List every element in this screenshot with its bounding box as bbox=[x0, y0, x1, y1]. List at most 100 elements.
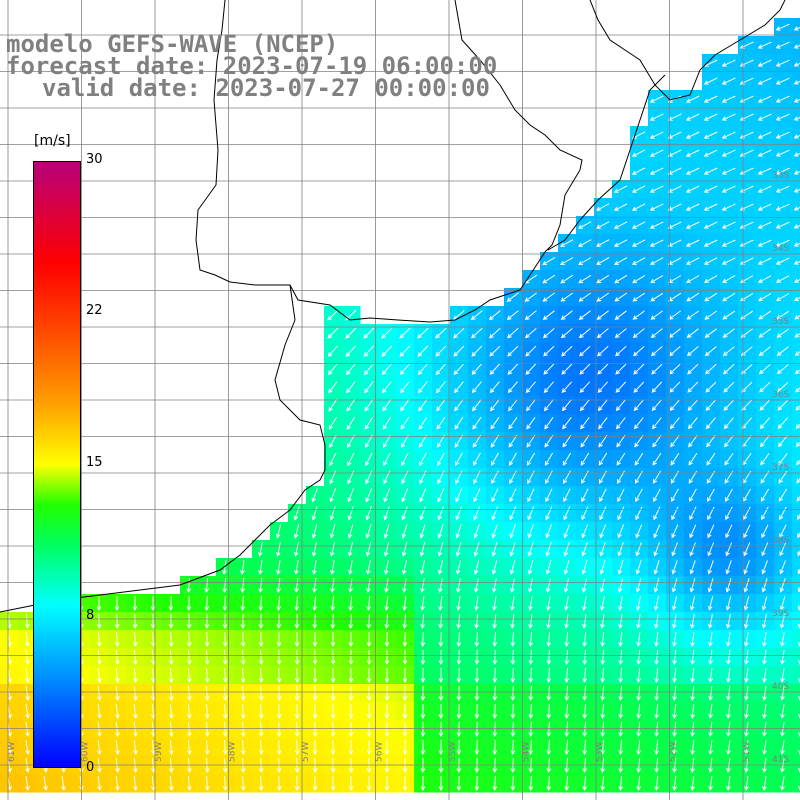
wind-arrow bbox=[690, 775, 695, 792]
wind-arrow bbox=[757, 203, 772, 211]
wind-arrow bbox=[508, 452, 517, 467]
wind-arrow bbox=[366, 721, 372, 738]
latitude-label: 40S bbox=[772, 682, 789, 692]
wind-arrow bbox=[687, 417, 698, 430]
wind-arrow bbox=[672, 632, 677, 647]
wind-arrow bbox=[222, 649, 228, 666]
wind-arrow bbox=[686, 346, 699, 357]
wind-arrow bbox=[596, 257, 610, 265]
wind-arrow bbox=[311, 524, 318, 539]
wind-arrow bbox=[618, 649, 624, 666]
wind-arrow bbox=[685, 257, 700, 265]
wind-arrow bbox=[491, 488, 499, 503]
wind-arrow bbox=[474, 703, 480, 720]
wind-arrow bbox=[595, 221, 610, 229]
wind-arrow bbox=[775, 185, 790, 193]
wind-arrow bbox=[704, 310, 718, 320]
wind-arrow bbox=[579, 381, 591, 393]
wind-arrow bbox=[600, 631, 605, 648]
wind-arrow bbox=[472, 399, 482, 412]
wind-arrow bbox=[546, 649, 552, 666]
wind-arrow bbox=[723, 381, 735, 393]
wind-arrow bbox=[546, 739, 552, 756]
wind-arrow bbox=[294, 739, 300, 756]
wind-arrow bbox=[312, 775, 318, 792]
wind-arrow bbox=[721, 59, 736, 67]
wind-arrow bbox=[685, 185, 700, 193]
wind-arrow bbox=[762, 704, 767, 719]
wind-arrow bbox=[471, 381, 482, 394]
wind-arrow bbox=[582, 775, 588, 792]
wind-arrow bbox=[510, 721, 516, 738]
wind-arrow bbox=[420, 631, 426, 648]
wind-arrow bbox=[651, 417, 662, 430]
wind-arrow bbox=[758, 346, 771, 357]
wind-arrow bbox=[654, 685, 659, 702]
wind-arrow bbox=[150, 595, 156, 612]
wind-cell bbox=[792, 468, 800, 487]
wind-arrow bbox=[669, 399, 680, 411]
wind-arrow bbox=[635, 560, 642, 575]
wind-arrow bbox=[615, 345, 627, 357]
wind-arrow bbox=[527, 542, 534, 557]
wind-arrow bbox=[725, 596, 732, 611]
wind-arrow bbox=[600, 739, 606, 756]
wind-arrow bbox=[775, 59, 790, 67]
wind-arrow bbox=[687, 363, 699, 375]
wind-arrow bbox=[743, 614, 749, 629]
wind-arrow bbox=[653, 596, 659, 611]
wind-arrow bbox=[348, 739, 354, 756]
wind-arrow bbox=[726, 722, 731, 737]
wind-arrow bbox=[510, 613, 515, 630]
wind-arrow bbox=[777, 399, 789, 411]
wind-arrow bbox=[312, 595, 318, 612]
wind-arrow bbox=[402, 613, 408, 630]
wind-arrow bbox=[527, 488, 535, 503]
wind-arrow bbox=[455, 560, 462, 575]
wind-arrow bbox=[438, 721, 444, 738]
wind-arrow bbox=[564, 614, 569, 629]
wind-arrow bbox=[474, 667, 480, 684]
wind-arrow bbox=[294, 775, 300, 792]
wind-arrow bbox=[562, 452, 572, 466]
wind-arrow bbox=[761, 614, 767, 629]
wind-arrow bbox=[635, 578, 642, 593]
wind-arrow bbox=[780, 632, 785, 647]
wind-arrow bbox=[312, 685, 318, 702]
wind-arrow bbox=[472, 434, 482, 448]
wind-arrow bbox=[687, 381, 699, 393]
wind-arrow bbox=[689, 560, 696, 575]
wind-arrow bbox=[636, 632, 641, 647]
wind-arrow bbox=[563, 506, 571, 521]
wind-arrow bbox=[420, 596, 425, 611]
wind-arrow bbox=[381, 345, 393, 357]
wind-arrow bbox=[671, 488, 679, 502]
wind-arrow bbox=[204, 703, 210, 720]
wind-arrow bbox=[795, 387, 800, 393]
wind-arrow bbox=[757, 131, 772, 139]
wind-arrow bbox=[402, 722, 408, 738]
wind-arrow bbox=[689, 596, 696, 611]
wind-arrow bbox=[455, 542, 462, 557]
wind-arrow bbox=[761, 578, 768, 593]
wind-arrow bbox=[115, 775, 120, 792]
wind-arrow bbox=[418, 381, 428, 394]
wind-arrow bbox=[419, 452, 427, 467]
wind-arrow bbox=[526, 417, 536, 430]
wind-arrow bbox=[578, 328, 591, 339]
wind-arrow bbox=[186, 667, 192, 684]
wind-arrow bbox=[456, 649, 462, 666]
wind-cell bbox=[792, 648, 800, 667]
wind-arrow bbox=[473, 524, 480, 539]
wind-arrow bbox=[435, 381, 446, 394]
wind-arrow bbox=[222, 560, 227, 575]
wind-arrow bbox=[222, 703, 228, 720]
wind-arrow bbox=[436, 399, 446, 412]
wind-arrow bbox=[96, 613, 102, 630]
wind-arrow bbox=[222, 685, 228, 702]
wind-cell bbox=[792, 432, 800, 451]
wind-arrow bbox=[685, 203, 700, 211]
wind-arrow bbox=[617, 506, 625, 521]
wind-arrow bbox=[186, 631, 192, 648]
